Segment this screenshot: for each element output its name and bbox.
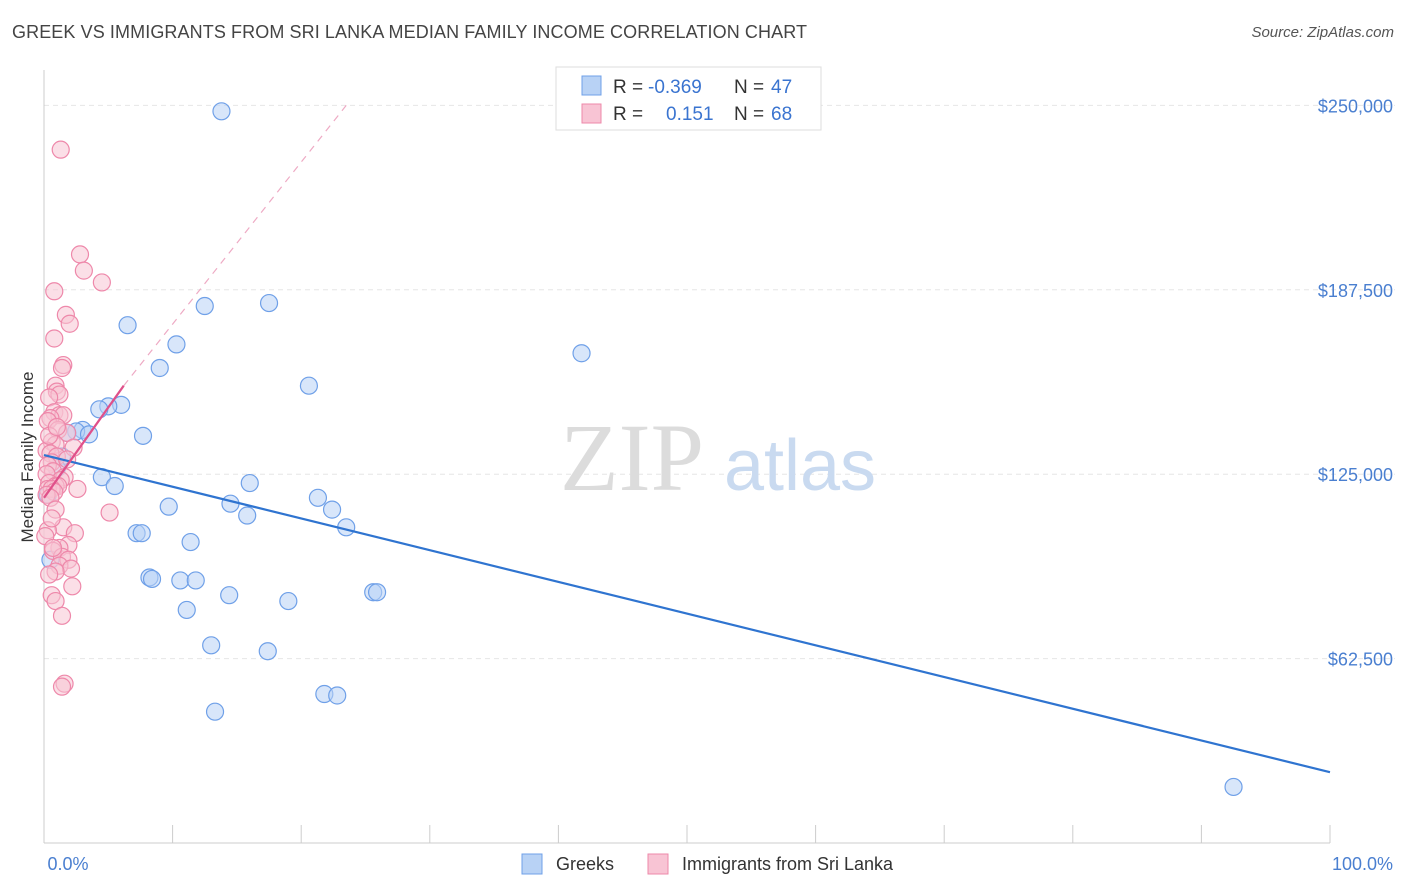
chart-title: GREEK VS IMMIGRANTS FROM SRI LANKA MEDIA… (12, 22, 808, 42)
greeks-point-35 (367, 583, 387, 602)
sri-lanka-point-0 (51, 140, 70, 159)
sri-lanka-point-4 (45, 282, 64, 301)
sri-lanka-point-67 (43, 538, 63, 558)
sri-lanka-point-1 (70, 245, 90, 264)
watermark-zip: ZIP (560, 404, 704, 511)
greeks-point-10 (90, 400, 109, 419)
sri-lanka-point-2 (74, 261, 93, 280)
legend-r-value-sri-lanka: 0.151 (666, 104, 714, 125)
greeks-point-38 (177, 600, 196, 620)
y-tick-labels: $62,500 $125,000 $187,500 $250,000 (1318, 96, 1393, 669)
series-sri-lanka (36, 140, 119, 696)
legend-n-label-greeks: N = (734, 77, 764, 98)
bottom-legend: Greeks Immigrants from Sri Lanka (521, 853, 894, 875)
greeks-point-20 (308, 488, 328, 507)
legend-n-label-sri-lanka: N = (734, 104, 764, 125)
greeks-point-36 (220, 586, 239, 605)
greeks-point-37 (279, 591, 298, 611)
greeks-point-5 (572, 344, 591, 363)
trend-line-greeks (43, 453, 1331, 774)
sri-lanka-point-59 (52, 606, 72, 625)
legend-n-value-greeks: 47 (771, 77, 792, 98)
grid-lines (44, 104, 1395, 660)
x-tick-label-0: 0.0% (47, 854, 88, 874)
legend-r-value-greeks: -0.369 (648, 77, 702, 98)
y-tick-label-0: $62,500 (1328, 650, 1393, 670)
greeks-point-7 (299, 376, 319, 395)
trend-lines (43, 105, 1331, 774)
greeks-point-27 (132, 524, 151, 543)
sri-lanka-point-9 (52, 358, 72, 378)
trend-line-sri-lanka-extension (123, 105, 347, 387)
greeks-point-15 (133, 426, 153, 445)
greeks-point-23 (322, 500, 342, 519)
greeks-point-18 (105, 476, 124, 496)
greeks-point-39 (202, 636, 221, 655)
legend-r-label-greeks: R = (613, 77, 643, 98)
sri-lanka-point-61 (52, 677, 72, 696)
greeks-point-2 (195, 296, 214, 316)
legend-r-label-sri-lanka: R = (613, 104, 643, 125)
watermark-atlas: atlas (724, 426, 876, 506)
greeks-point-1 (259, 293, 279, 313)
y-tick-label-3: $250,000 (1318, 96, 1393, 116)
sri-lanka-point-66 (47, 417, 66, 437)
legend-swatch-greeks (581, 75, 602, 96)
greeks-point-19 (240, 473, 259, 493)
greeks-point-43 (205, 702, 225, 721)
greeks-point-33 (186, 571, 205, 590)
sri-lanka-point-6 (60, 314, 79, 333)
greeks-point-21 (221, 494, 240, 513)
sri-lanka-point-38 (68, 479, 87, 499)
legend-swatch-sri-lanka (581, 103, 602, 124)
y-tick-label-1: $125,000 (1318, 465, 1393, 485)
legend-n-value-sri-lanka: 68 (771, 104, 792, 125)
sri-lanka-point-3 (92, 273, 111, 292)
greeks-point-31 (142, 569, 162, 589)
sri-lanka-point-7 (45, 329, 64, 348)
legend-box: R = -0.369 N = 47 R = 0.151 N = 68 (555, 66, 822, 131)
x-tick-labels: 0.0% 100.0% (47, 854, 1393, 874)
greeks-point-4 (167, 335, 186, 354)
trend-line-sri-lanka (43, 385, 125, 499)
greeks-point-0 (212, 102, 231, 121)
greeks-point-40 (258, 642, 277, 661)
x-tick-label-1: 100.0% (1332, 854, 1393, 874)
greeks-point-32 (171, 571, 190, 590)
bottom-legend-swatch-sri-lanka (647, 853, 669, 875)
source-credit: Source: ZipAtlas.com (1251, 24, 1394, 41)
sri-lanka-point-54 (61, 559, 81, 578)
greeks-point-6 (150, 358, 169, 378)
bottom-legend-swatch-greeks (521, 853, 543, 875)
y-tick-label-2: $187,500 (1318, 281, 1393, 301)
bottom-legend-label-greeks: Greeks (556, 854, 614, 874)
y-axis-label: Median Family Income (18, 371, 37, 542)
watermark: ZIP atlas (560, 404, 876, 511)
bottom-legend-label-sri-lanka: Immigrants from Sri Lanka (682, 854, 894, 874)
greeks-point-3 (118, 316, 137, 335)
greeks-point-44 (1224, 777, 1243, 797)
sri-lanka-point-63 (42, 509, 61, 528)
greeks-point-28 (181, 532, 200, 552)
sri-lanka-point-56 (63, 577, 82, 596)
greeks-point-22 (159, 497, 178, 516)
sri-lanka-point-62 (40, 565, 59, 584)
sri-lanka-point-43 (100, 503, 119, 522)
greeks-point-42 (328, 686, 347, 705)
greeks-point-24 (238, 506, 257, 525)
